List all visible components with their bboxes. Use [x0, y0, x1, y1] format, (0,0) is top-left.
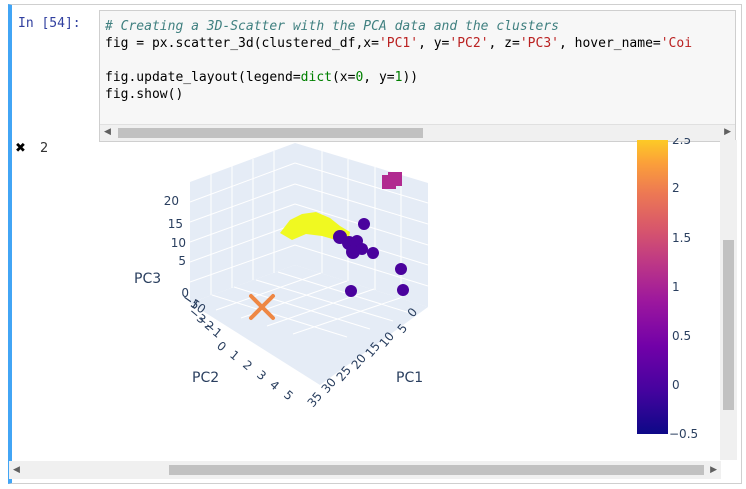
code-line2-a: fig = px.scatter_3d(clustered_df,x= — [105, 36, 379, 51]
cluster-0-marker[interactable] — [356, 243, 368, 255]
pc3-tick: 10 — [171, 236, 186, 250]
code-line2-d: , hover_name= — [558, 36, 661, 51]
close-output-icon[interactable]: ✖ — [15, 141, 26, 156]
cluster-1-points[interactable] — [280, 212, 350, 242]
input-prompt: In [54]: — [18, 16, 81, 31]
code-line2-c: , z= — [488, 36, 520, 51]
code-line2-pc1: 'PC1' — [378, 36, 419, 51]
output-vertical-scrollbar[interactable] — [720, 140, 737, 460]
code-line4-dict: dict — [300, 70, 332, 85]
colorbar-tick: −0.5 — [669, 427, 698, 441]
output-hscroll-thumb[interactable] — [169, 465, 704, 475]
pc2-tick: 4 — [267, 378, 282, 394]
output-count: 2 — [40, 141, 49, 156]
output-horizontal-scrollbar[interactable]: ◀ ▶ — [9, 461, 721, 479]
cluster-3-points[interactable] — [382, 172, 402, 189]
code-line5: fig.show() — [105, 87, 184, 102]
code-line4-c: , y= — [363, 70, 395, 85]
code-scroll-thumb[interactable] — [118, 128, 423, 138]
cluster-3-marker[interactable] — [388, 172, 402, 186]
pc2-axis-label: PC2 — [192, 370, 219, 386]
code-line4-d: )) — [402, 70, 419, 85]
code-line4-x: 0 — [355, 70, 364, 85]
pc2-tick: 5 — [281, 388, 296, 404]
pc3-tick: 15 — [168, 217, 183, 231]
cluster-0-marker[interactable] — [397, 284, 409, 296]
colorbar-tick: 1.5 — [672, 231, 691, 245]
pc3-tick: 0 — [181, 286, 189, 300]
colorbar-tick: 0.5 — [672, 329, 691, 343]
cluster-0-marker[interactable] — [345, 285, 357, 297]
output-vscroll-thumb[interactable] — [723, 240, 734, 410]
code-line2-b: , y= — [418, 36, 450, 51]
colorbar — [637, 140, 668, 434]
colorbar-tick: 1 — [672, 280, 680, 294]
scatter-3d-plot[interactable]: PC3 PC2 PC1 20 15 10 5 0 −5 −10 −3 −2 −1… — [100, 138, 720, 460]
pc2-tick: 1 — [227, 348, 242, 364]
cluster-1-marker[interactable] — [280, 212, 350, 242]
cluster-2-points[interactable] — [249, 294, 275, 320]
colorbar-ticks: 2.5 2 1.5 1 0.5 0 −0.5 — [669, 138, 698, 441]
cluster-0-marker[interactable] — [395, 263, 407, 275]
code-comment: # Creating a 3D-Scatter with the PCA dat… — [105, 19, 559, 34]
cluster-0-points[interactable] — [333, 218, 409, 297]
code-input[interactable]: # Creating a 3D-Scatter with the PCA dat… — [99, 10, 736, 142]
code-line2-pc2: 'PC2' — [449, 36, 489, 51]
colorbar-tick-partial: 2.5 — [672, 138, 691, 147]
pc2-tick: 0 — [214, 339, 229, 355]
code-line4-a: fig.update_layout(legend= — [105, 70, 301, 85]
code-line2-coin: 'Coi — [660, 36, 693, 51]
code-text[interactable]: # Creating a 3D-Scatter with the PCA dat… — [105, 18, 692, 103]
code-line2-pc3: 'PC3' — [519, 36, 559, 51]
pc3-tick: 5 — [178, 254, 186, 268]
pc3-axis-label: PC3 — [134, 271, 161, 287]
colorbar-tick: 2 — [672, 181, 680, 195]
pc2-tick: 3 — [254, 368, 269, 384]
code-horizontal-scrollbar[interactable]: ◀ ▶ — [100, 124, 735, 141]
code-line4-y: 1 — [394, 70, 403, 85]
scroll-left-icon[interactable]: ◀ — [13, 465, 20, 475]
pc1-axis-label: PC1 — [396, 370, 423, 386]
code-line4-b: (x= — [331, 70, 356, 85]
scroll-right-icon[interactable]: ▶ — [710, 465, 717, 475]
cluster-0-marker[interactable] — [358, 218, 370, 230]
colorbar-tick: 0 — [672, 378, 680, 392]
pc1-tick: 35 — [305, 389, 326, 410]
cluster-0-marker[interactable] — [367, 247, 379, 259]
scroll-right-icon[interactable]: ▶ — [724, 127, 731, 137]
pc3-tick: 20 — [164, 194, 179, 208]
scroll-left-icon[interactable]: ◀ — [104, 127, 111, 137]
pc2-tick: 2 — [240, 358, 255, 374]
